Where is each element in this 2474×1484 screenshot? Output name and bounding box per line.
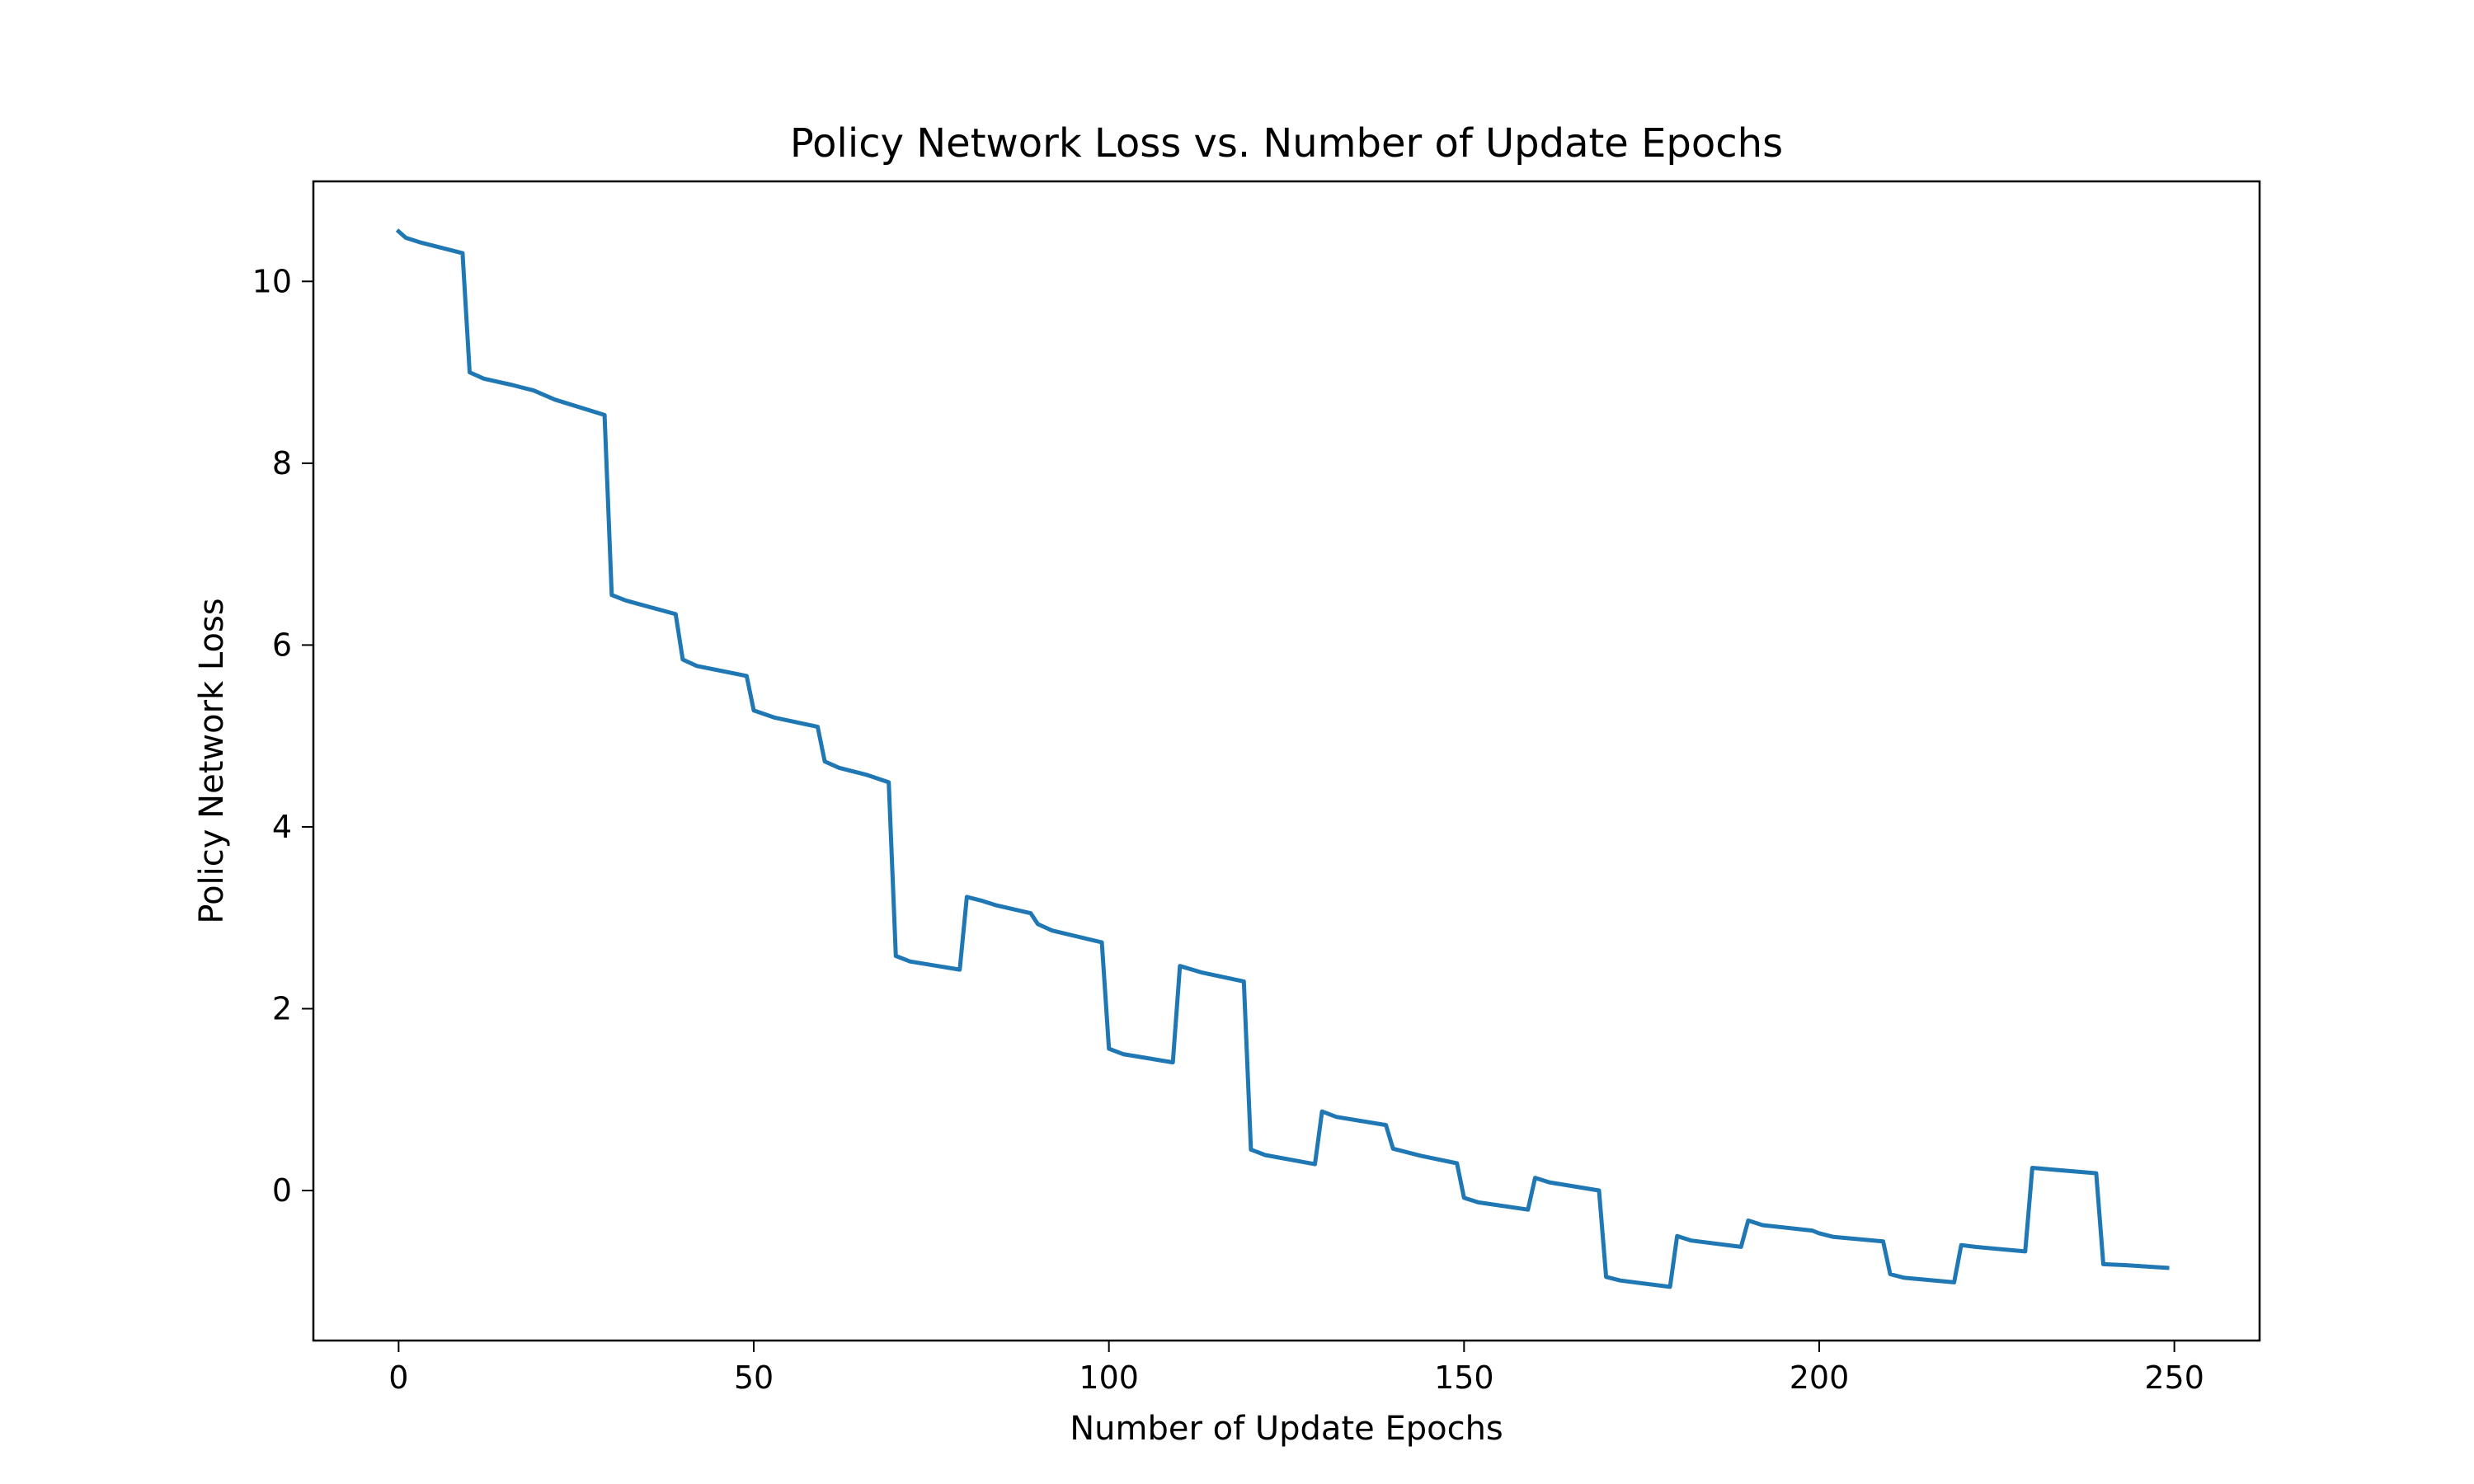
plot-area: 0 50 100 150 200 250 0 2 4 6 8 10 [252, 180, 2261, 1396]
y-tick-label: 0 [272, 1172, 292, 1209]
x-axis-label: Number of Update Epochs [1070, 1410, 1503, 1448]
series-line-0 [395, 228, 2170, 1289]
chart-title: Policy Network Loss vs. Number of Update… [790, 120, 1783, 167]
y-tick-label: 6 [272, 627, 292, 663]
x-tick-label: 0 [388, 1360, 408, 1396]
plot-frame [312, 180, 2261, 1342]
y-axis-label: Policy Network Loss [193, 598, 231, 923]
series-layer [395, 228, 2170, 1289]
x-tick-label: 200 [1790, 1360, 1850, 1396]
x-tick-label: 150 [1434, 1360, 1494, 1396]
x-tick-label: 100 [1079, 1360, 1139, 1396]
x-axis-ticks: 0 50 100 150 200 250 [388, 1341, 2204, 1396]
y-axis-ticks: 0 2 4 6 8 10 [252, 263, 313, 1209]
y-tick-label: 10 [252, 263, 292, 299]
y-tick-label: 2 [272, 990, 292, 1026]
y-tick-label: 8 [272, 445, 292, 481]
y-tick-label: 4 [272, 809, 292, 845]
x-tick-label: 50 [734, 1360, 774, 1396]
x-tick-label: 250 [2144, 1360, 2204, 1396]
